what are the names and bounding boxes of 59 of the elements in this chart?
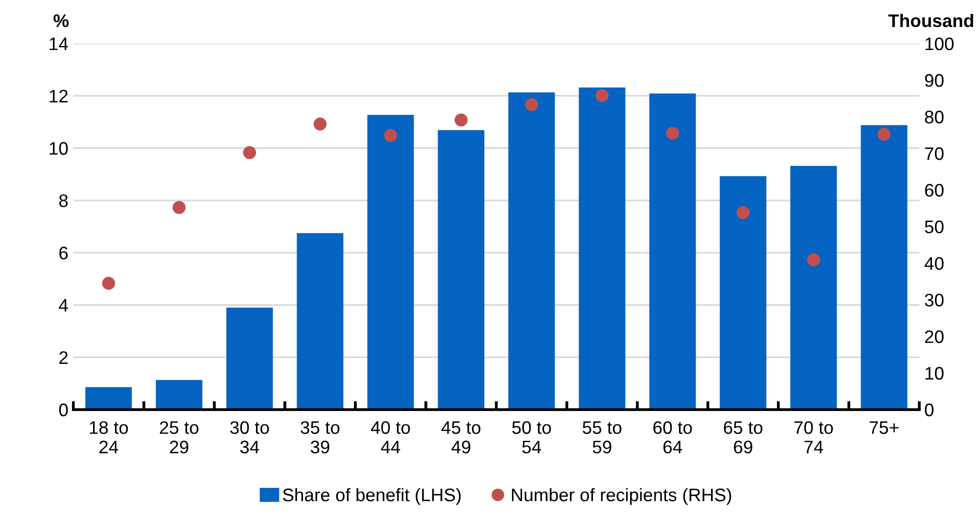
y-tick-label: 2 — [59, 351, 68, 364]
x-tick-label: 60 to 64 — [653, 421, 692, 454]
y-tick-label: 8 — [59, 194, 68, 208]
y2-tick-label: 80 — [924, 110, 944, 124]
x-tick-label: 40 to 44 — [370, 421, 410, 454]
point — [736, 206, 750, 220]
bar — [367, 114, 414, 410]
point — [243, 146, 256, 160]
y-tick-label: 4 — [58, 299, 68, 312]
bar — [508, 92, 555, 410]
y2-tick-label: 90 — [925, 74, 944, 87]
x-tick-label: 30 to 34 — [230, 421, 269, 454]
bar — [790, 166, 837, 410]
point — [596, 89, 609, 102]
x-tick-label: 18 to 24 — [90, 421, 128, 454]
point — [525, 98, 538, 112]
y2-tick-label: 60 — [925, 184, 944, 197]
x-tick-label: 35 to 39 — [300, 421, 340, 454]
x-tick-label: 55 to 59 — [582, 421, 622, 454]
y2-tick-label: 40 — [924, 257, 944, 270]
y2-tick-label: 50 — [924, 220, 944, 234]
bar — [649, 93, 696, 410]
x-tick-label: 50 to 54 — [512, 421, 551, 454]
bar — [438, 130, 484, 410]
y-axis-title: % — [54, 14, 69, 28]
point — [172, 201, 186, 214]
y-tick-label: 14 — [50, 38, 68, 50]
y2-tick-label: 70 — [925, 147, 944, 160]
point — [314, 118, 327, 131]
point — [102, 276, 116, 290]
x-tick-label: 65 to 69 — [724, 421, 762, 454]
y-tick-label: 6 — [59, 246, 68, 260]
y2-tick-label: 10 — [926, 366, 944, 380]
point — [384, 128, 398, 142]
point — [807, 253, 820, 266]
y2-axis-title: Thousand — [888, 14, 974, 28]
bar — [578, 87, 626, 410]
y2-tick-label: 20 — [925, 330, 944, 344]
bar — [156, 380, 202, 410]
x-tick-label: 25 to 29 — [160, 421, 198, 454]
y-tick-label: 12 — [50, 90, 68, 102]
bar — [860, 125, 908, 410]
y-tick-label: 10 — [50, 142, 68, 155]
bar — [85, 387, 132, 410]
y2-tick-label: 100 — [926, 37, 954, 50]
legend-label: Number of recipients (RHS) — [512, 488, 732, 505]
x-tick-label: 70 to 74 — [794, 421, 833, 454]
y2-tick-label: 30 — [924, 294, 944, 306]
legend-label: Share of benefit (LHS) — [282, 488, 461, 505]
point — [666, 126, 680, 140]
y2-tick-label: 0 — [924, 404, 934, 416]
point — [454, 114, 468, 127]
bar — [226, 308, 273, 410]
y-tick-label: 0 — [59, 404, 68, 416]
x-tick-label: 45 to 49 — [441, 421, 480, 454]
bar — [296, 233, 344, 410]
bar — [720, 176, 766, 410]
x-tick-label: 75+ — [870, 421, 898, 434]
point — [878, 128, 891, 141]
